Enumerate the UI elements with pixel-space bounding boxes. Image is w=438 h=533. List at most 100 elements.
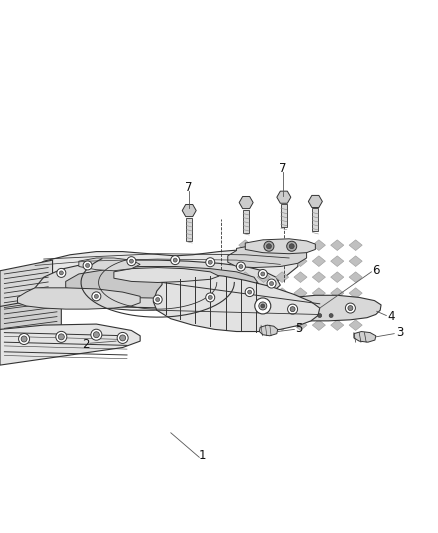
Circle shape	[329, 313, 333, 318]
Polygon shape	[276, 320, 289, 330]
Polygon shape	[349, 240, 362, 251]
Polygon shape	[349, 272, 362, 282]
Polygon shape	[276, 288, 289, 298]
Circle shape	[237, 262, 245, 271]
Circle shape	[91, 329, 102, 340]
Polygon shape	[257, 272, 270, 282]
Polygon shape	[18, 246, 298, 310]
Polygon shape	[239, 197, 253, 208]
Polygon shape	[239, 288, 252, 298]
Circle shape	[206, 258, 215, 266]
Polygon shape	[0, 260, 53, 309]
Polygon shape	[312, 256, 325, 266]
Polygon shape	[331, 320, 344, 330]
Circle shape	[287, 241, 297, 251]
Polygon shape	[0, 324, 140, 365]
Circle shape	[266, 244, 272, 249]
Circle shape	[153, 295, 162, 304]
Circle shape	[247, 290, 252, 294]
Circle shape	[206, 293, 215, 302]
Circle shape	[129, 259, 134, 263]
Circle shape	[258, 270, 267, 278]
Circle shape	[267, 279, 276, 288]
Polygon shape	[257, 320, 270, 330]
Circle shape	[56, 332, 67, 342]
Polygon shape	[153, 274, 320, 332]
Circle shape	[171, 256, 180, 264]
Polygon shape	[239, 304, 252, 314]
Circle shape	[58, 334, 64, 340]
Circle shape	[117, 333, 128, 343]
Polygon shape	[257, 256, 270, 266]
Bar	[312, 208, 318, 231]
Polygon shape	[259, 325, 278, 336]
Circle shape	[259, 302, 267, 310]
Polygon shape	[349, 320, 362, 330]
Circle shape	[155, 297, 160, 302]
Circle shape	[208, 260, 212, 264]
Circle shape	[264, 241, 274, 251]
Circle shape	[261, 272, 265, 276]
Polygon shape	[239, 272, 252, 282]
Polygon shape	[257, 304, 270, 314]
Circle shape	[94, 294, 99, 298]
Polygon shape	[276, 240, 289, 251]
Circle shape	[120, 335, 126, 341]
Polygon shape	[239, 320, 252, 330]
Circle shape	[127, 257, 136, 265]
Polygon shape	[276, 256, 289, 266]
Polygon shape	[182, 205, 196, 216]
Polygon shape	[294, 288, 307, 298]
Polygon shape	[261, 295, 381, 321]
Text: 2: 2	[81, 338, 89, 351]
Text: 4: 4	[387, 310, 395, 323]
Polygon shape	[312, 304, 325, 314]
Polygon shape	[245, 239, 315, 254]
Polygon shape	[308, 196, 322, 207]
Polygon shape	[331, 240, 344, 251]
Polygon shape	[312, 272, 325, 282]
Polygon shape	[257, 288, 270, 298]
Polygon shape	[349, 304, 362, 314]
Text: 5: 5	[295, 322, 302, 335]
Polygon shape	[294, 272, 307, 282]
Circle shape	[290, 306, 295, 312]
Polygon shape	[18, 288, 140, 309]
Circle shape	[93, 332, 99, 338]
Polygon shape	[35, 260, 280, 308]
Circle shape	[83, 261, 92, 270]
Circle shape	[289, 244, 294, 249]
Polygon shape	[276, 304, 289, 314]
Circle shape	[346, 303, 355, 313]
Text: 3: 3	[396, 326, 403, 339]
Circle shape	[57, 269, 66, 277]
Circle shape	[173, 258, 177, 262]
Polygon shape	[349, 288, 362, 298]
Polygon shape	[0, 295, 61, 341]
Circle shape	[18, 334, 30, 344]
Polygon shape	[349, 256, 362, 266]
Polygon shape	[257, 240, 270, 251]
Text: 1: 1	[198, 449, 206, 462]
Polygon shape	[228, 244, 307, 268]
Text: 7: 7	[279, 162, 286, 175]
Circle shape	[92, 292, 101, 301]
Circle shape	[318, 313, 322, 318]
Polygon shape	[312, 320, 325, 330]
Circle shape	[348, 305, 353, 311]
Polygon shape	[354, 332, 376, 342]
Polygon shape	[312, 240, 325, 251]
Bar	[186, 217, 192, 240]
Polygon shape	[294, 256, 307, 266]
Polygon shape	[276, 272, 289, 282]
Polygon shape	[66, 266, 258, 298]
Polygon shape	[239, 256, 252, 266]
Polygon shape	[331, 288, 344, 298]
Circle shape	[208, 295, 212, 300]
Polygon shape	[79, 258, 140, 271]
Circle shape	[261, 304, 265, 308]
Polygon shape	[114, 268, 219, 282]
Polygon shape	[294, 304, 307, 314]
Text: 6: 6	[372, 264, 380, 277]
Circle shape	[239, 264, 243, 269]
